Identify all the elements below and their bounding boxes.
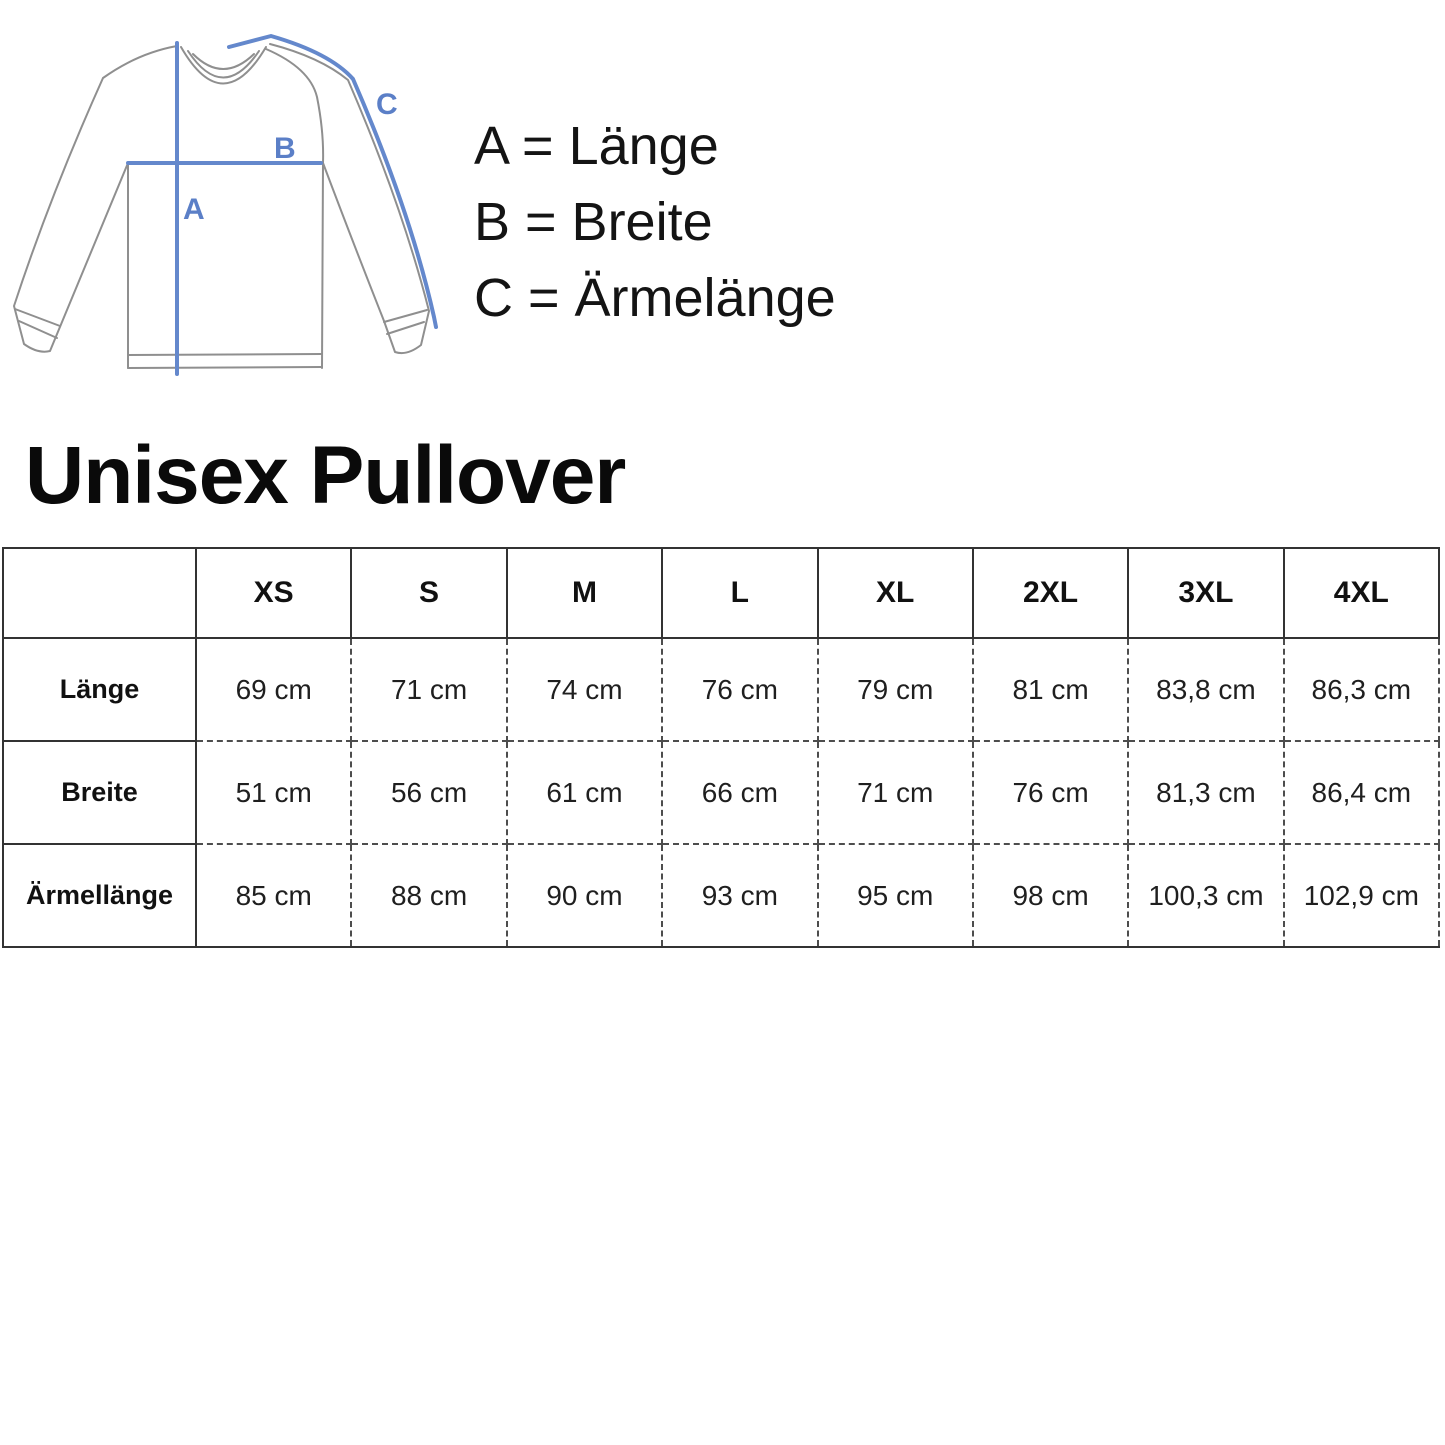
size-column-header-s: S [350, 547, 508, 639]
size-column-header-xl: XL [816, 547, 974, 639]
corner-cell [2, 547, 197, 639]
size-value: 71 cm [350, 637, 508, 742]
size-value: 61 cm [505, 740, 664, 845]
size-value: 51 cm [194, 740, 353, 845]
measurement-lines [126, 34, 438, 376]
size-value: 79 cm [816, 637, 974, 742]
size-value: 66 cm [661, 740, 819, 845]
hem-bottom-line [127, 366, 323, 369]
right-cuff-band-2 [386, 321, 425, 335]
left-cuff-band-2 [18, 320, 58, 339]
size-value: 102,9 cm [1282, 843, 1441, 948]
size-value: 98 cm [971, 843, 1130, 948]
size-value: 81,3 cm [1127, 740, 1285, 845]
measurement-row-laenge: Länge 69 cm 71 cm 74 cm 76 cm 79 cm 81 c… [2, 637, 1441, 742]
body-right-edge [321, 162, 324, 369]
size-column-header-l: L [661, 547, 819, 639]
row-label-aermellaenge: Ärmellänge [2, 843, 197, 948]
size-value: 76 cm [661, 637, 819, 742]
measurement-row-breite: Breite 51 cm 56 cm 61 cm 66 cm 71 cm 76 … [2, 740, 1441, 845]
size-column-header-3xl: 3XL [1127, 547, 1285, 639]
size-value: 56 cm [350, 740, 508, 845]
pullover-outline [13, 43, 430, 369]
measurement-line-c [227, 34, 438, 329]
size-value: 90 cm [505, 843, 664, 948]
size-value: 93 cm [661, 843, 819, 948]
size-column-header-m: M [505, 547, 664, 639]
size-column-header-2xl: 2XL [971, 547, 1130, 639]
row-label-breite: Breite [2, 740, 197, 845]
left-cuff-band-1 [14, 308, 61, 327]
hem-top-line [127, 353, 323, 356]
pullover-measurement-diagram: A B C [13, 34, 438, 376]
size-table: XS S M L XL 2XL 3XL 4XL Länge 69 cm 71 c… [2, 547, 1441, 948]
measurement-marker-b: B [274, 132, 296, 165]
size-value: 81 cm [971, 637, 1130, 742]
size-value: 86,3 cm [1282, 637, 1441, 742]
measurement-marker-a: A [183, 193, 205, 226]
legend-item-a: A = Länge [474, 116, 719, 176]
collar-inner [187, 50, 260, 79]
size-column-header-xs: XS [194, 547, 353, 639]
size-table-header-row: XS S M L XL 2XL 3XL 4XL [2, 547, 1441, 639]
product-title: Unisex Pullover [25, 430, 626, 521]
size-value: 100,3 cm [1127, 843, 1285, 948]
size-value: 88 cm [350, 843, 508, 948]
size-value: 83,8 cm [1127, 637, 1285, 742]
measurement-marker-c: C [376, 88, 398, 121]
collar-outer [180, 46, 267, 85]
collar-opening [192, 53, 255, 70]
legend-item-b: B = Breite [474, 192, 713, 252]
size-value: 86,4 cm [1282, 740, 1441, 845]
size-value: 95 cm [816, 843, 974, 948]
size-column-header-4xl: 4XL [1282, 547, 1441, 639]
legend-item-c: C = Ärmelänge [474, 268, 836, 328]
size-value: 85 cm [194, 843, 353, 948]
measurement-row-aermellaenge: Ärmellänge 85 cm 88 cm 90 cm 93 cm 95 cm… [2, 843, 1441, 948]
right-sleeve [269, 43, 430, 355]
size-value: 74 cm [505, 637, 664, 742]
size-value: 69 cm [194, 637, 353, 742]
right-cuff-band-1 [383, 309, 428, 323]
row-label-laenge: Länge [2, 637, 197, 742]
body-right-shoulder [265, 48, 325, 164]
size-value: 76 cm [971, 740, 1130, 845]
size-value: 71 cm [816, 740, 974, 845]
measurement-legend: A = Länge B = Breite C = Ärmelänge [474, 108, 836, 336]
left-sleeve [13, 45, 178, 353]
